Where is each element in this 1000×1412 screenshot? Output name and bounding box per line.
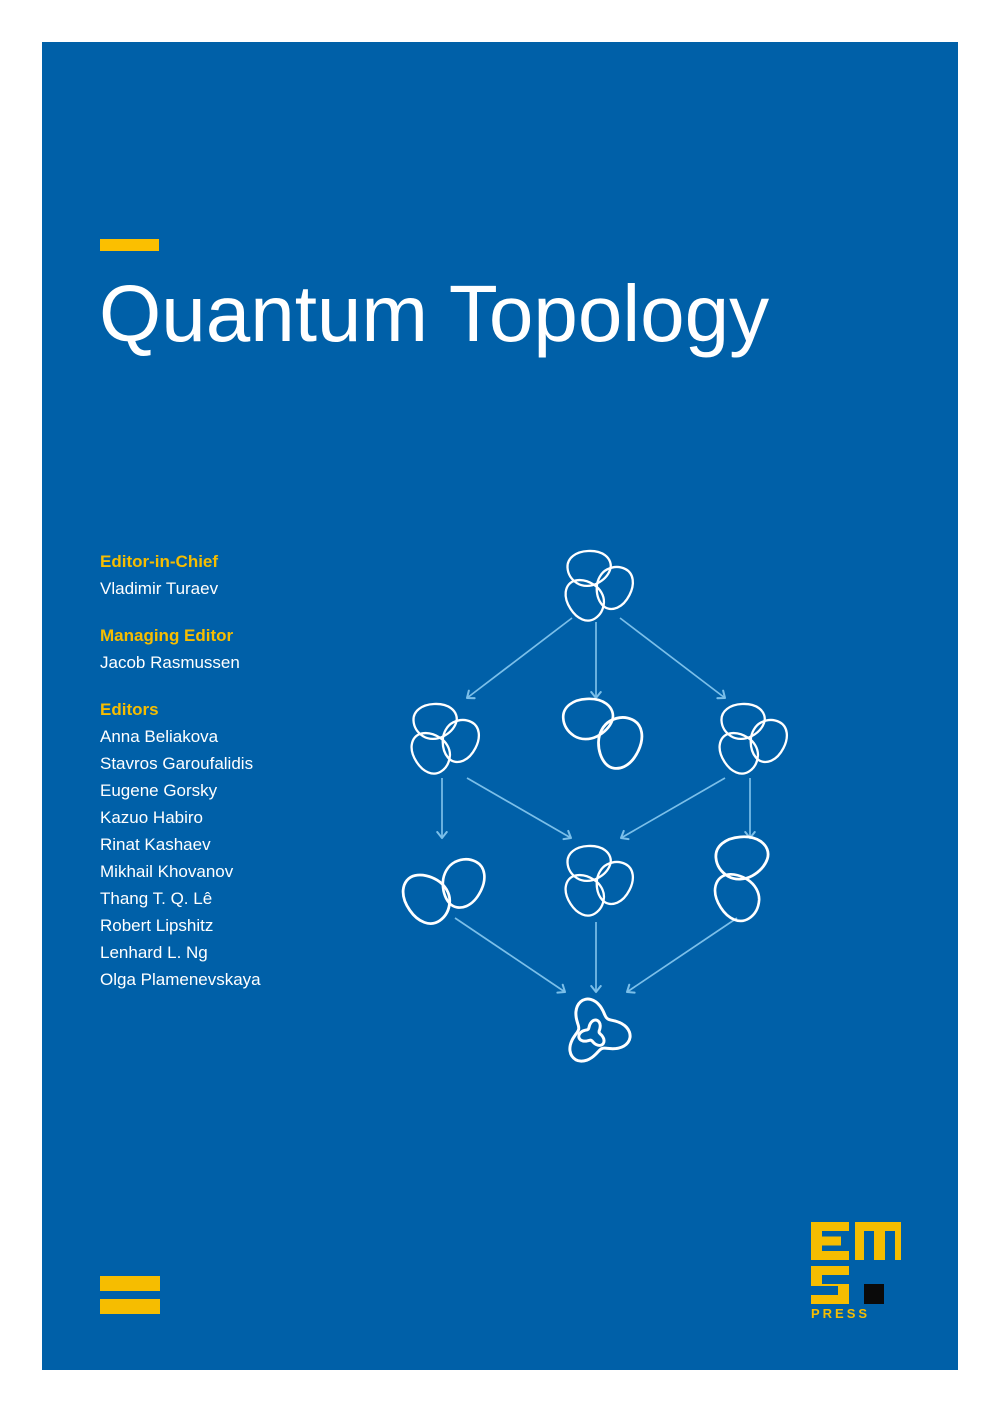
svg-text:PRESS: PRESS xyxy=(811,1306,870,1321)
